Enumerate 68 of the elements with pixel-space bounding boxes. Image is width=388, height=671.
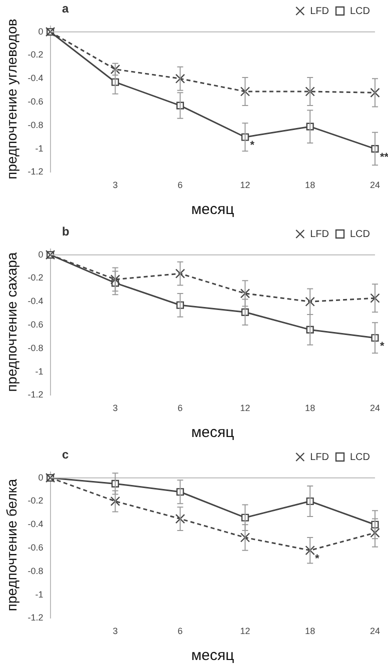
y-tick-label: -0.2 [28,272,44,283]
x-tick-label: 18 [305,403,316,414]
point [175,514,186,524]
point [110,274,120,284]
y-tick-label: -0.4 [28,519,44,530]
point [110,496,120,506]
x-tick-label: 3 [112,626,118,636]
x-tick-label: 12 [240,626,250,636]
y-tick-label: -1.2 [28,612,44,623]
legend-label: LCD [350,452,370,463]
x-tick-label: 12 [240,403,250,414]
y-tick-label: 0 [38,472,44,482]
x-tick-label: 3 [112,180,118,190]
annotation: * [380,340,385,352]
point [240,288,250,298]
point [305,86,315,96]
y-tick-label: -0.6 [28,542,44,553]
y-tick-label: -1 [35,589,44,600]
point [305,546,315,556]
x-tick-label: 18 [305,626,316,636]
y-tick-label: -0.6 [28,96,44,107]
x-tick-label: 6 [178,180,183,190]
chart-title: a [62,1,69,16]
legend-label: LFD [310,452,330,463]
y-tick-label: -0.2 [28,496,44,506]
y-tick-label: -0.8 [28,342,44,353]
x-axis-title: месяц [191,647,234,664]
y-axis-title: предпочтение сахара [3,252,20,392]
x-tick-label: 6 [178,403,183,414]
y-axis-title: предпочтение белка [3,478,20,612]
chart-title: c [62,447,69,462]
point [305,296,315,306]
y-tick-label: 0 [38,249,44,260]
x-tick-label: 24 [370,403,380,414]
legend-label: LCD [350,228,370,240]
point [175,74,186,84]
y-tick-label: -0.8 [28,120,44,130]
annotation: * [250,140,256,152]
point [175,268,186,278]
x-tick-label: 6 [178,626,183,636]
x-tick-label: 24 [370,626,380,636]
y-tick-label: -1.2 [28,166,44,177]
legend-label: LFD [310,6,330,17]
y-tick-label: -0.8 [28,566,44,576]
y-tick-label: 0 [38,26,44,36]
point [240,86,250,96]
y-tick-label: -0.6 [28,320,44,330]
x-axis-title: месяц [191,201,234,218]
x-tick-label: 18 [305,180,316,190]
y-tick-label: -0.2 [28,50,44,60]
x-tick-label: 24 [370,180,380,190]
point [240,532,250,542]
y-tick-label: -1.2 [28,390,44,400]
y-tick-label: -1 [35,143,44,154]
chart-title: b [62,224,70,238]
y-tick-label: -1 [35,366,44,376]
legend-label: LCD [350,6,370,17]
y-tick-label: -0.4 [28,296,44,306]
x-tick-label: 3 [112,403,118,414]
y-axis-title: предпочтение углеводов [3,18,20,180]
point [370,88,380,98]
x-tick-label: 12 [240,180,250,190]
annotation: * [315,552,320,565]
y-tick-label: -0.4 [28,73,44,84]
legend-label: LFD [310,228,330,240]
point [370,528,380,538]
x-axis-title: месяц [191,424,234,442]
point [370,293,380,303]
